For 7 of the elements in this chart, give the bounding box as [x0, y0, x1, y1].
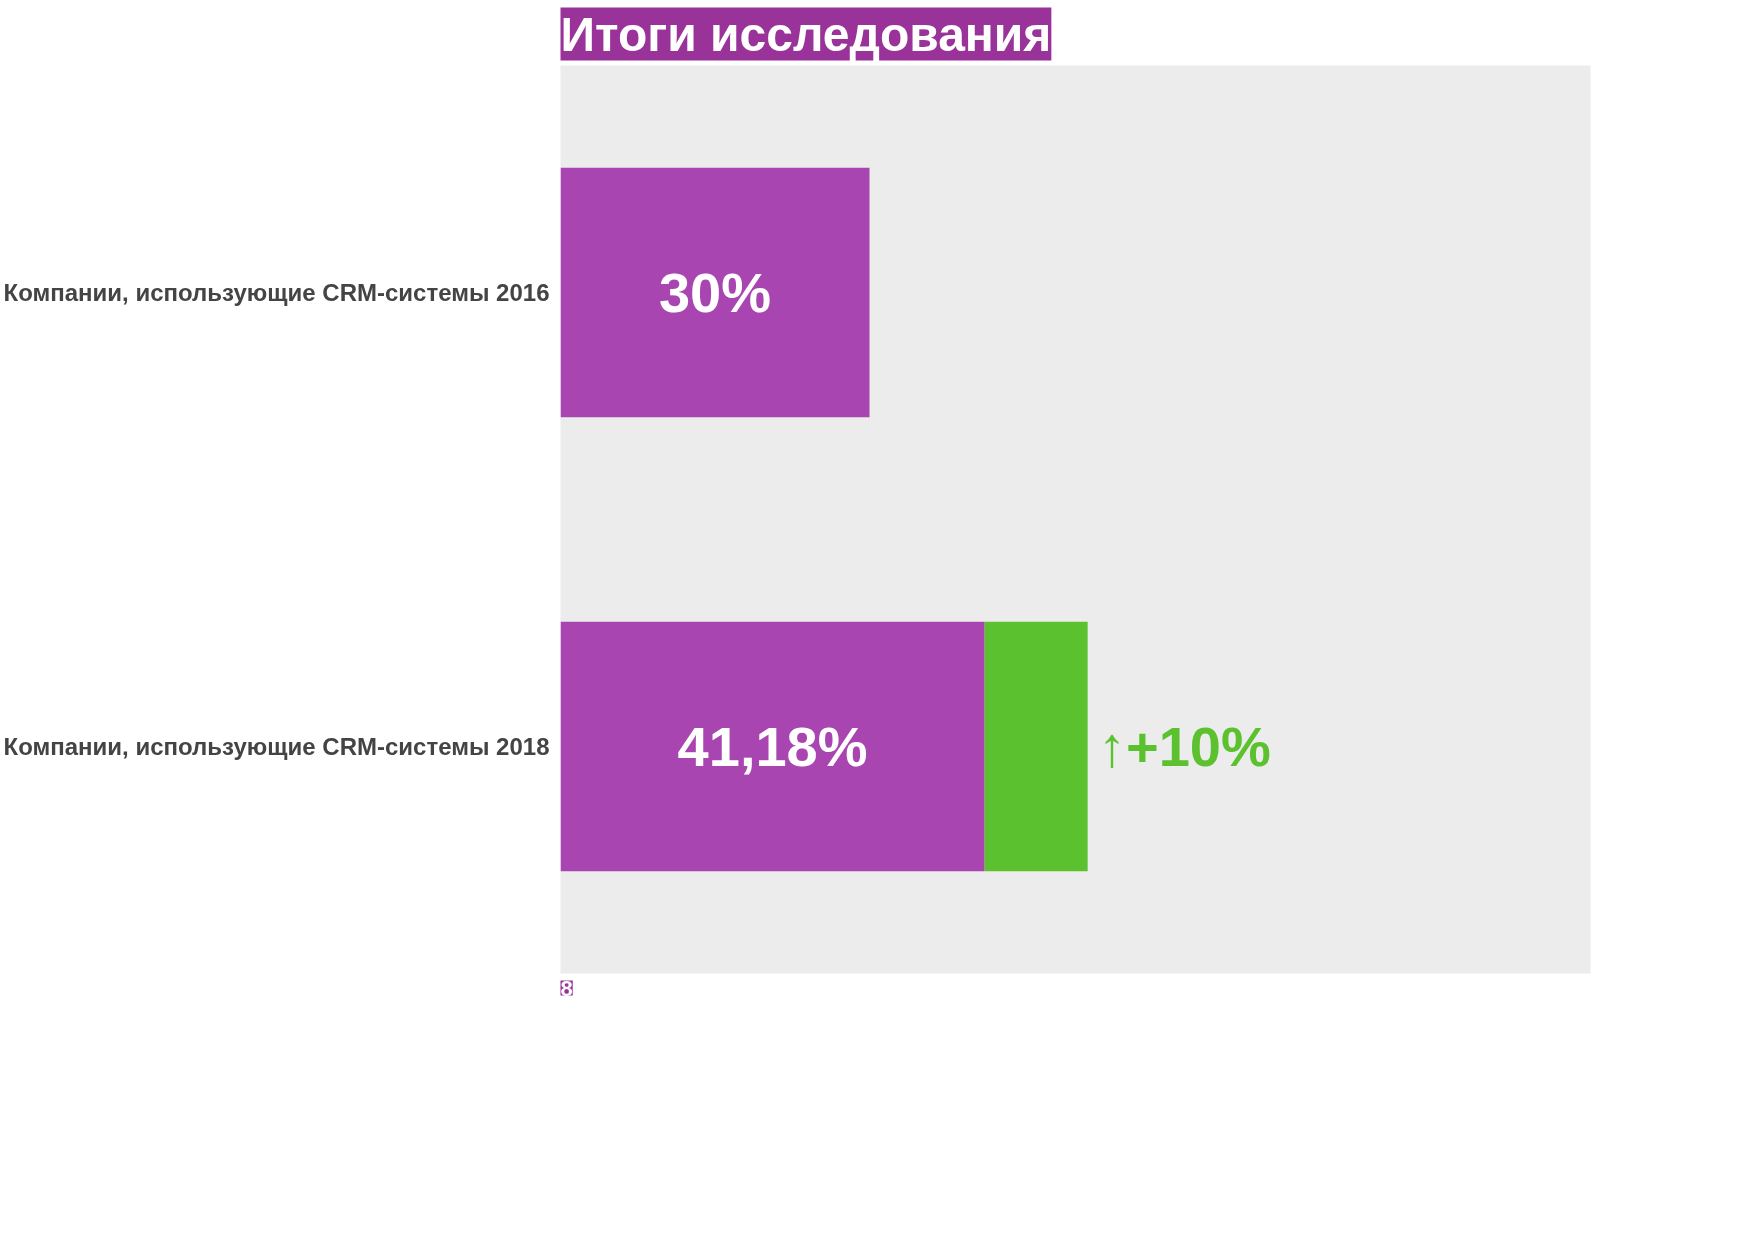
y-tick-label: Компании, использующие CRM-системы 2016 — [3, 279, 550, 306]
y-tick-label: Компании, использующие CRM-системы 2018 — [3, 733, 550, 760]
data-label: 30% — [658, 261, 772, 324]
data-label: ↑+10% — [1097, 715, 1271, 778]
text: 8 — [560, 975, 573, 1001]
data-label: 41,18% — [677, 715, 868, 778]
chart-title: Итоги исследования — [560, 7, 1052, 61]
